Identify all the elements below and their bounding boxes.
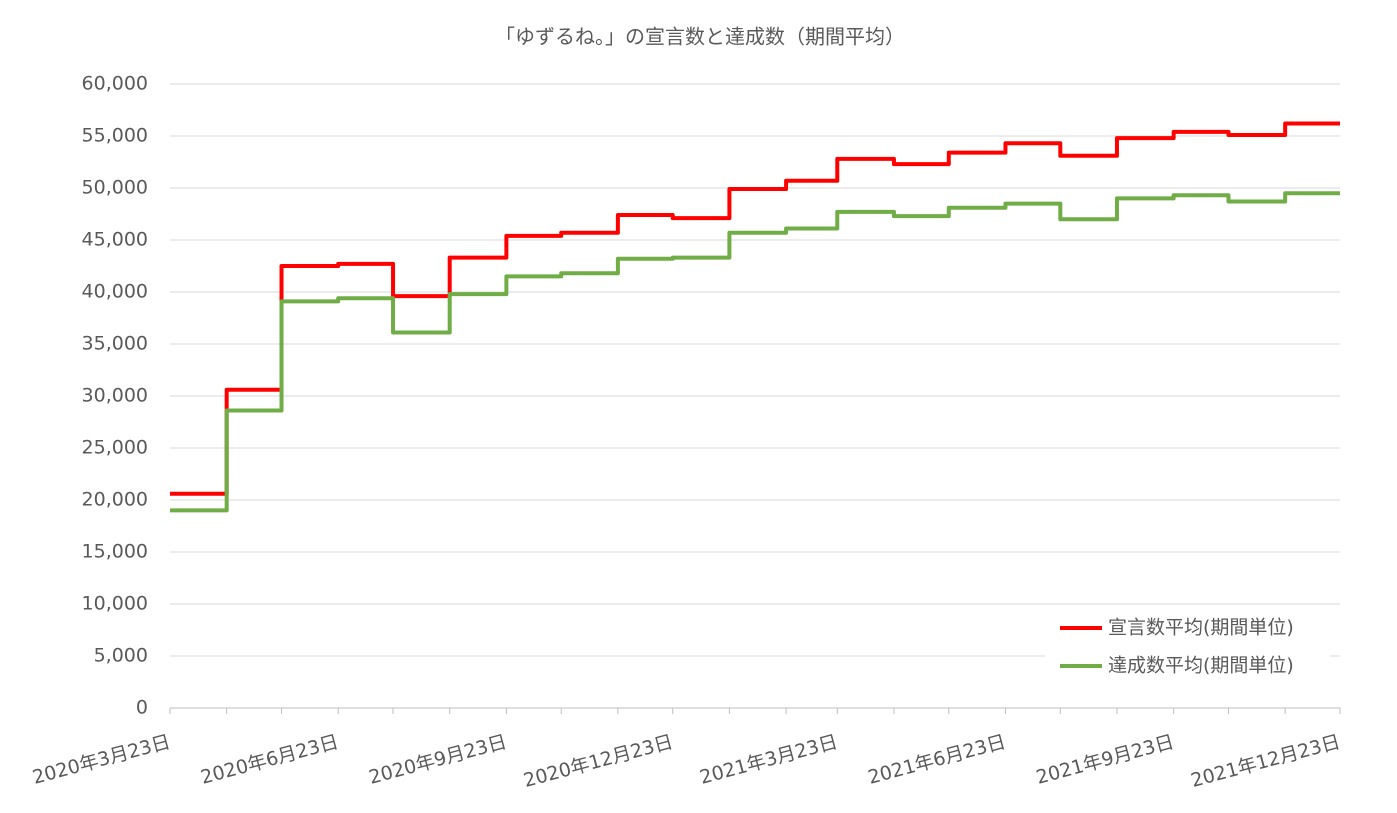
x-tick-label: 2020年12月23日 bbox=[521, 731, 675, 792]
x-tick-label: 2020年6月23日 bbox=[198, 731, 340, 789]
y-tick-label: 10,000 bbox=[82, 593, 148, 615]
x-tick-label: 2021年6月23日 bbox=[866, 731, 1008, 789]
chart-title: 「ゆずるね。」の宣言数と達成数（期間平均） bbox=[495, 25, 905, 49]
x-tick-label: 2020年3月23日 bbox=[30, 731, 172, 789]
legend-background bbox=[1045, 605, 1330, 693]
x-tick-label: 2021年3月23日 bbox=[697, 731, 839, 789]
series-line bbox=[170, 191, 1340, 513]
series-line bbox=[170, 121, 1340, 496]
y-tick-label: 50,000 bbox=[82, 177, 148, 199]
y-tick-label: 5,000 bbox=[94, 645, 148, 667]
y-tick-label: 25,000 bbox=[82, 437, 148, 459]
y-tick-label: 45,000 bbox=[82, 229, 148, 251]
x-tick-label: 2020年9月23日 bbox=[367, 731, 509, 789]
x-tick-label: 2021年12月23日 bbox=[1189, 731, 1343, 792]
y-tick-label: 60,000 bbox=[82, 73, 148, 95]
y-tick-label: 20,000 bbox=[82, 489, 148, 511]
x-tick-label: 2021年9月23日 bbox=[1034, 731, 1176, 789]
y-tick-label: 35,000 bbox=[82, 333, 148, 355]
y-tick-label: 55,000 bbox=[82, 125, 148, 147]
legend-label: 達成数平均(期間単位) bbox=[1108, 655, 1294, 677]
y-tick-label: 30,000 bbox=[82, 385, 148, 407]
y-tick-label: 15,000 bbox=[82, 541, 148, 563]
y-tick-label: 0 bbox=[136, 697, 148, 719]
y-tick-label: 40,000 bbox=[82, 281, 148, 303]
legend-label: 宣言数平均(期間単位) bbox=[1108, 617, 1294, 639]
